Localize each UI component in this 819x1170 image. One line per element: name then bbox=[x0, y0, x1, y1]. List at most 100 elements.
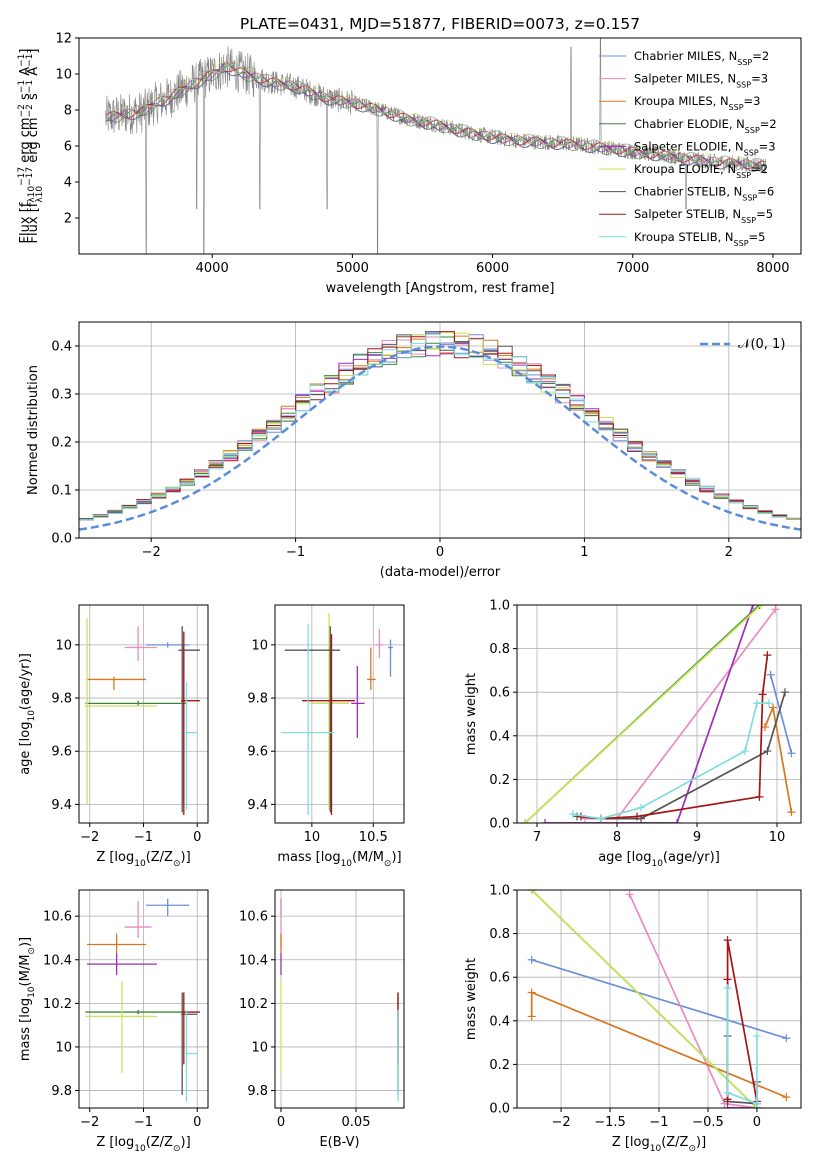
legend-name: Kroupa STELIB, N bbox=[634, 230, 734, 244]
marker-kroupa_stelib bbox=[753, 699, 761, 708]
plot-area bbox=[79, 331, 801, 531]
point-kroupa_stelib bbox=[183, 1009, 198, 1102]
y-tick-label: 10.6 bbox=[43, 910, 72, 925]
series-salpeter_elodie bbox=[545, 605, 754, 823]
legend-sub: SSP bbox=[741, 216, 756, 225]
plot-area bbox=[105, 38, 767, 254]
y-tick-label: 9.8 bbox=[51, 692, 72, 707]
x-tick-label: 0 bbox=[753, 1115, 761, 1130]
y-tick-label: 8 bbox=[64, 104, 72, 119]
label-part: ⊙ bbox=[173, 1144, 181, 1154]
y-tick-label: 0.6 bbox=[489, 971, 510, 986]
label-part: erg cm bbox=[26, 117, 41, 166]
grid bbox=[275, 605, 404, 823]
label-part: erg cm bbox=[18, 117, 33, 166]
y-tick-label: 1.0 bbox=[489, 599, 510, 614]
legend-label-salpeter_miles: Salpeter MILES, NSSP=3 bbox=[634, 72, 768, 90]
y-tick-label: 0.2 bbox=[51, 436, 72, 451]
axes-frame bbox=[274, 889, 405, 1109]
legend-label-chabrier_elodie: Chabrier ELODIE, NSSP=2 bbox=[634, 117, 777, 135]
legend-n: =5 bbox=[749, 230, 766, 244]
y-tick-label: 9.8 bbox=[51, 1084, 72, 1099]
y-tick-label: 0.4 bbox=[489, 729, 510, 744]
marker-chabrier_miles bbox=[766, 670, 775, 679]
series-kroupa_miles bbox=[764, 704, 793, 813]
label-part: 10 bbox=[650, 1144, 662, 1154]
y-tick-label: 10.2 bbox=[239, 997, 268, 1012]
y-tick-label: 4 bbox=[64, 176, 72, 191]
x-tick-label: 0 bbox=[193, 1115, 201, 1130]
marker-salpeter_elodie bbox=[673, 819, 681, 823]
x-axis-label: Z [log10(Z/Z⊙)] bbox=[612, 1135, 706, 1154]
label-part: A bbox=[26, 67, 41, 80]
model-salpeter_stelib bbox=[105, 67, 767, 170]
legend-name: Salpeter ELODIE, N bbox=[634, 139, 744, 153]
series-salpeter_miles bbox=[628, 894, 758, 1108]
marker-kroupa_stelib bbox=[723, 1088, 732, 1097]
label-part: Flux [f bbox=[26, 202, 41, 243]
point-kroupa_elodie bbox=[309, 612, 349, 810]
label-part: (M/M bbox=[18, 955, 33, 987]
y-tick-label: 0.0 bbox=[489, 817, 510, 832]
legend-label-kroupa_stelib: Kroupa STELIB, NSSP=5 bbox=[634, 230, 765, 248]
label-part: s bbox=[18, 93, 33, 104]
point-chabrier_elodie bbox=[85, 700, 187, 707]
label-part: 10 bbox=[27, 710, 37, 722]
plot-area bbox=[84, 618, 200, 816]
marker-kroupa_miles bbox=[769, 703, 777, 712]
marker-kroupa_miles bbox=[787, 808, 796, 817]
marker-chabrier_miles bbox=[782, 1034, 791, 1043]
y-tick-label: 0.6 bbox=[489, 686, 510, 701]
x-tick-label: 8000 bbox=[756, 261, 789, 276]
legend-label-kroupa_elodie: Kroupa ELODIE, NSSP=2 bbox=[634, 162, 768, 180]
y-axis-label: age [log10(age/yr)] bbox=[18, 653, 37, 775]
label-part: (age/yr)] bbox=[663, 850, 720, 865]
marker-kroupa_miles bbox=[782, 1093, 791, 1102]
point-kroupa_miles bbox=[87, 676, 147, 691]
legend-n: =5 bbox=[756, 207, 773, 221]
y-axis-label: mass weight bbox=[464, 673, 479, 755]
y-tick-label: 12 bbox=[55, 32, 72, 47]
x-tick-label: 9 bbox=[693, 830, 701, 845]
x-tick-label: 7 bbox=[533, 830, 541, 845]
y-tick-label: 10 bbox=[251, 638, 268, 653]
y-tick-label: 0.0 bbox=[51, 532, 72, 547]
label-part: (Z/Z bbox=[661, 1135, 688, 1150]
label-part: )] bbox=[18, 937, 33, 947]
x-axis-label: mass [log10(M/M⊙)] bbox=[277, 850, 401, 869]
y-tick-label: 1.0 bbox=[489, 884, 510, 899]
x-tick-label: −2 bbox=[80, 1115, 99, 1130]
point-chabrier_miles bbox=[388, 639, 393, 677]
y-axis-label: mass weight bbox=[464, 958, 479, 1040]
x-tick-label: 1 bbox=[580, 545, 588, 560]
y-axis-label: mass [log10(M/M⊙)] bbox=[18, 937, 37, 1061]
axes: −2 −1 0 1 2 0.0 0.1 0.2 0.3 0.4 (data-model)/error… bbox=[26, 321, 802, 580]
plot-area bbox=[527, 890, 791, 1108]
legend-n: =2 bbox=[760, 117, 777, 131]
label-part: s bbox=[26, 93, 41, 104]
legend-name: Salpeter STELIB, N bbox=[634, 207, 741, 221]
marker-kroupa_stelib bbox=[569, 810, 577, 819]
legend-sub: SSP bbox=[745, 125, 760, 134]
label-part: ] bbox=[18, 49, 33, 54]
point-salpeter_stelib bbox=[181, 992, 200, 1065]
model-chabrier_elodie bbox=[105, 65, 767, 173]
x-tick-label: −1.5 bbox=[594, 1115, 626, 1130]
marker-kroupa_stelib bbox=[752, 1032, 761, 1041]
x-tick-label: −2 bbox=[142, 545, 161, 560]
label-part: 10 bbox=[27, 986, 37, 998]
x-tick-label: 10 bbox=[769, 830, 786, 845]
marker-kroupa_stelib bbox=[597, 814, 605, 823]
x-tick-label: 7000 bbox=[616, 261, 649, 276]
series-kroupa_elodie bbox=[531, 890, 758, 1108]
label-part: −1 bbox=[17, 54, 27, 67]
y-axis-label: Normed distribution bbox=[26, 365, 41, 495]
panel-mass_vs_ebv: 0 0.05 9.8 10 10.2 10.4 10.6 E(B-V) bbox=[239, 889, 405, 1150]
plot-area bbox=[281, 612, 393, 816]
point-chabrier_elodie bbox=[85, 1009, 182, 1015]
point-salpeter_miles bbox=[124, 626, 157, 661]
